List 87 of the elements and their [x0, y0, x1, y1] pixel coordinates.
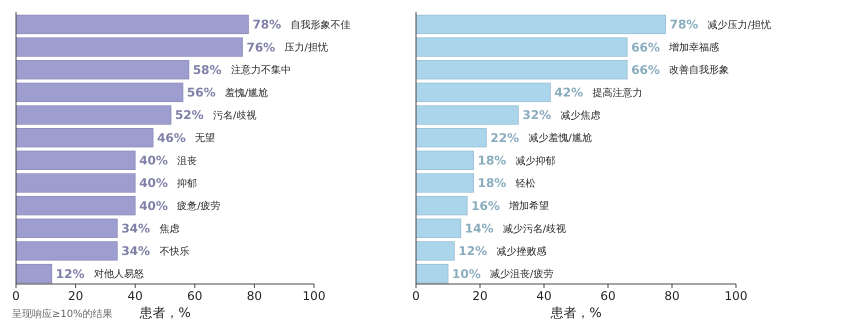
x-tick-label: 0 — [12, 289, 20, 303]
data-label: 32% — [522, 108, 552, 122]
bar — [16, 241, 118, 261]
data-label: 66% — [631, 40, 660, 54]
y-tick-label: 对他人易怒 — [94, 268, 144, 280]
x-axis-title: 患者，% — [549, 306, 602, 321]
y-tick-label: 提高注意力 — [592, 86, 642, 99]
y-tick-label: 不快乐 — [159, 245, 190, 258]
data-label: 76% — [246, 40, 276, 54]
y-tick-label: 疲惫/疲劳 — [177, 200, 221, 212]
data-label: 58% — [192, 62, 222, 77]
data-label: 78% — [252, 18, 282, 32]
data-label: 34% — [121, 221, 150, 236]
y-tick-label: 轻松 — [516, 177, 536, 190]
bar — [416, 241, 455, 261]
x-tick-label: 40 — [536, 289, 552, 303]
bar — [16, 60, 190, 80]
y-tick-label: 自我形象不佳 — [290, 18, 350, 31]
data-label: 40% — [139, 176, 168, 190]
y-tick-label: 焦虑 — [159, 222, 180, 235]
bar — [16, 14, 249, 34]
data-label: 52% — [174, 108, 204, 122]
data-label: 56% — [186, 86, 216, 100]
bar — [16, 82, 184, 102]
x-tick-label: 100 — [724, 289, 748, 303]
y-tick-label: 羞愧/尴尬 — [224, 86, 268, 99]
y-tick-label: 减少污名/歧视 — [502, 222, 566, 235]
data-label: 22% — [490, 130, 520, 145]
x-tick-label: 0 — [412, 289, 420, 303]
x-tick-label: 20 — [68, 289, 84, 303]
bar — [416, 60, 628, 80]
bar — [16, 173, 136, 193]
y-tick-label: 减少焦虑 — [560, 110, 600, 122]
data-label: 78% — [670, 18, 698, 32]
data-label: 14% — [464, 221, 494, 236]
y-tick-label: 沮丧 — [177, 154, 198, 167]
data-label: 18% — [478, 176, 506, 190]
bar — [416, 14, 666, 34]
x-tick-label: 80 — [664, 289, 680, 303]
y-tick-label: 减少沮丧/疲劳 — [490, 268, 554, 280]
bar — [416, 196, 468, 216]
y-tick-label: 污名/歧视 — [212, 110, 256, 122]
y-tick-label: 减少压力/担忧 — [708, 18, 771, 31]
bar — [16, 105, 172, 125]
y-tick-label: 压力/担忧 — [284, 42, 328, 54]
data-label: 10% — [452, 266, 481, 281]
y-tick-label: 减少羞愧/尴尬 — [528, 132, 592, 144]
y-tick-label: 增加希望 — [508, 200, 550, 212]
y-tick-label: 无望 — [195, 132, 216, 144]
x-tick-label: 60 — [600, 289, 616, 303]
bar — [416, 82, 551, 102]
x-tick-label: 20 — [472, 289, 488, 303]
data-label: 12% — [458, 244, 488, 258]
x-tick-label: 60 — [187, 289, 202, 303]
bar — [16, 264, 52, 284]
data-label: 42% — [554, 86, 584, 100]
data-label: 34% — [121, 244, 150, 258]
data-label: 40% — [139, 198, 168, 213]
bar — [416, 264, 448, 284]
y-tick-label: 减少挫败感 — [496, 245, 546, 258]
bar — [16, 128, 154, 148]
bar — [416, 173, 474, 193]
y-tick-label: 减少抑郁 — [516, 154, 556, 167]
bar — [416, 218, 462, 238]
data-label: 66% — [631, 62, 660, 77]
bar — [416, 37, 628, 57]
data-label: 46% — [157, 130, 186, 145]
bar — [416, 105, 519, 125]
data-label: 18% — [478, 154, 506, 168]
x-tick-label: 100 — [302, 289, 326, 303]
y-tick-label: 增加幸福感 — [668, 42, 720, 54]
bar — [16, 196, 136, 216]
data-label: 16% — [471, 198, 500, 213]
y-tick-label: 注意力不集中 — [230, 64, 291, 76]
x-tick-label: 40 — [128, 289, 143, 303]
bar — [16, 37, 243, 57]
bar — [416, 150, 474, 170]
y-tick-label: 抑郁 — [177, 177, 198, 190]
data-label: 12% — [56, 266, 84, 281]
bar — [16, 218, 118, 238]
x-tick-label: 80 — [246, 289, 262, 303]
data-label: 40% — [139, 154, 168, 168]
x-axis-title: 患者，% — [138, 306, 191, 321]
bar — [416, 128, 487, 148]
text: 呈现响应≥10%的结果 — [12, 308, 113, 320]
bar — [16, 150, 136, 170]
y-tick-label: 改善自我形象 — [669, 64, 730, 76]
